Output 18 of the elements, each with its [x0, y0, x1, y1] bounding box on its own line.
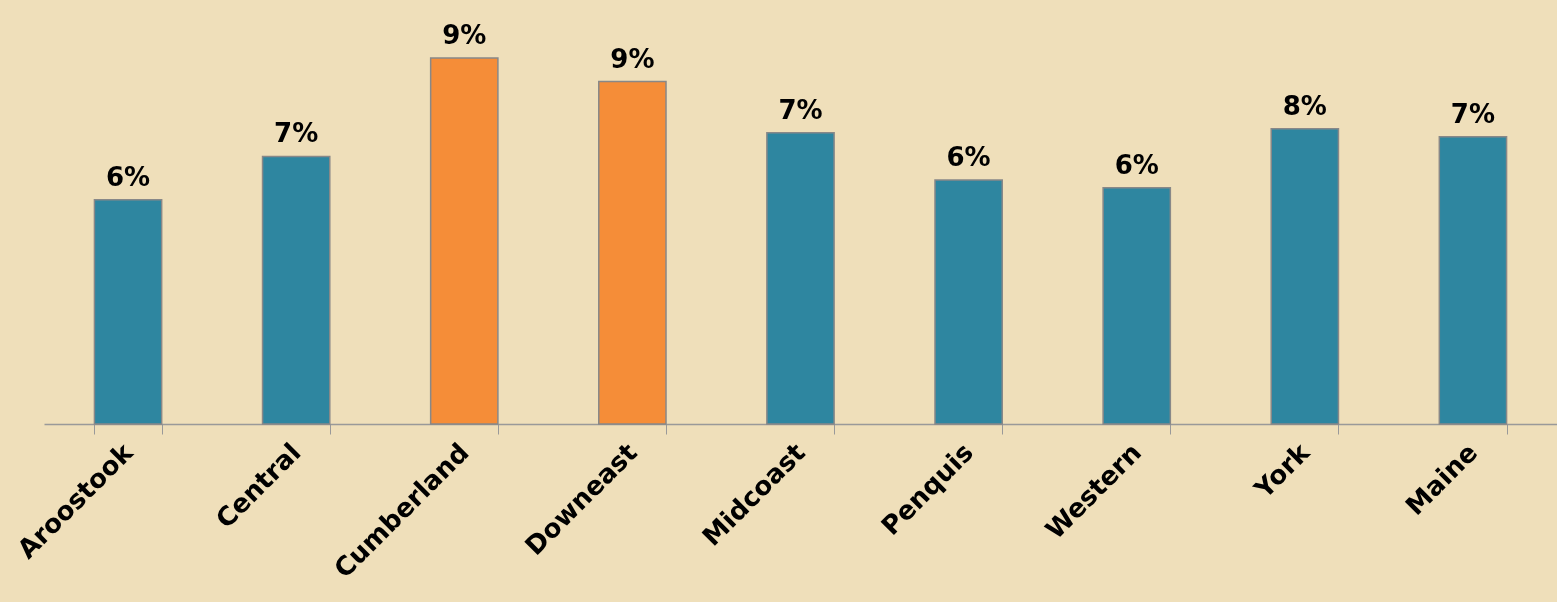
bar [93, 198, 163, 425]
data-label: 6% [946, 142, 991, 172]
data-label: 7% [274, 118, 319, 149]
data-label: 6% [1114, 149, 1159, 180]
data-label: 7% [778, 94, 823, 125]
bar [934, 179, 1003, 425]
bar [261, 155, 331, 425]
data-label: 6% [105, 161, 151, 192]
data-label: 9% [610, 43, 655, 74]
data-label: 7% [1450, 98, 1496, 129]
data-label: 8% [1282, 90, 1327, 121]
bar [598, 80, 667, 425]
bar [766, 132, 835, 425]
bar [1438, 135, 1508, 425]
bar [1270, 128, 1340, 425]
data-label: 9% [442, 20, 487, 50]
bar [1102, 187, 1172, 425]
bar [429, 57, 499, 425]
